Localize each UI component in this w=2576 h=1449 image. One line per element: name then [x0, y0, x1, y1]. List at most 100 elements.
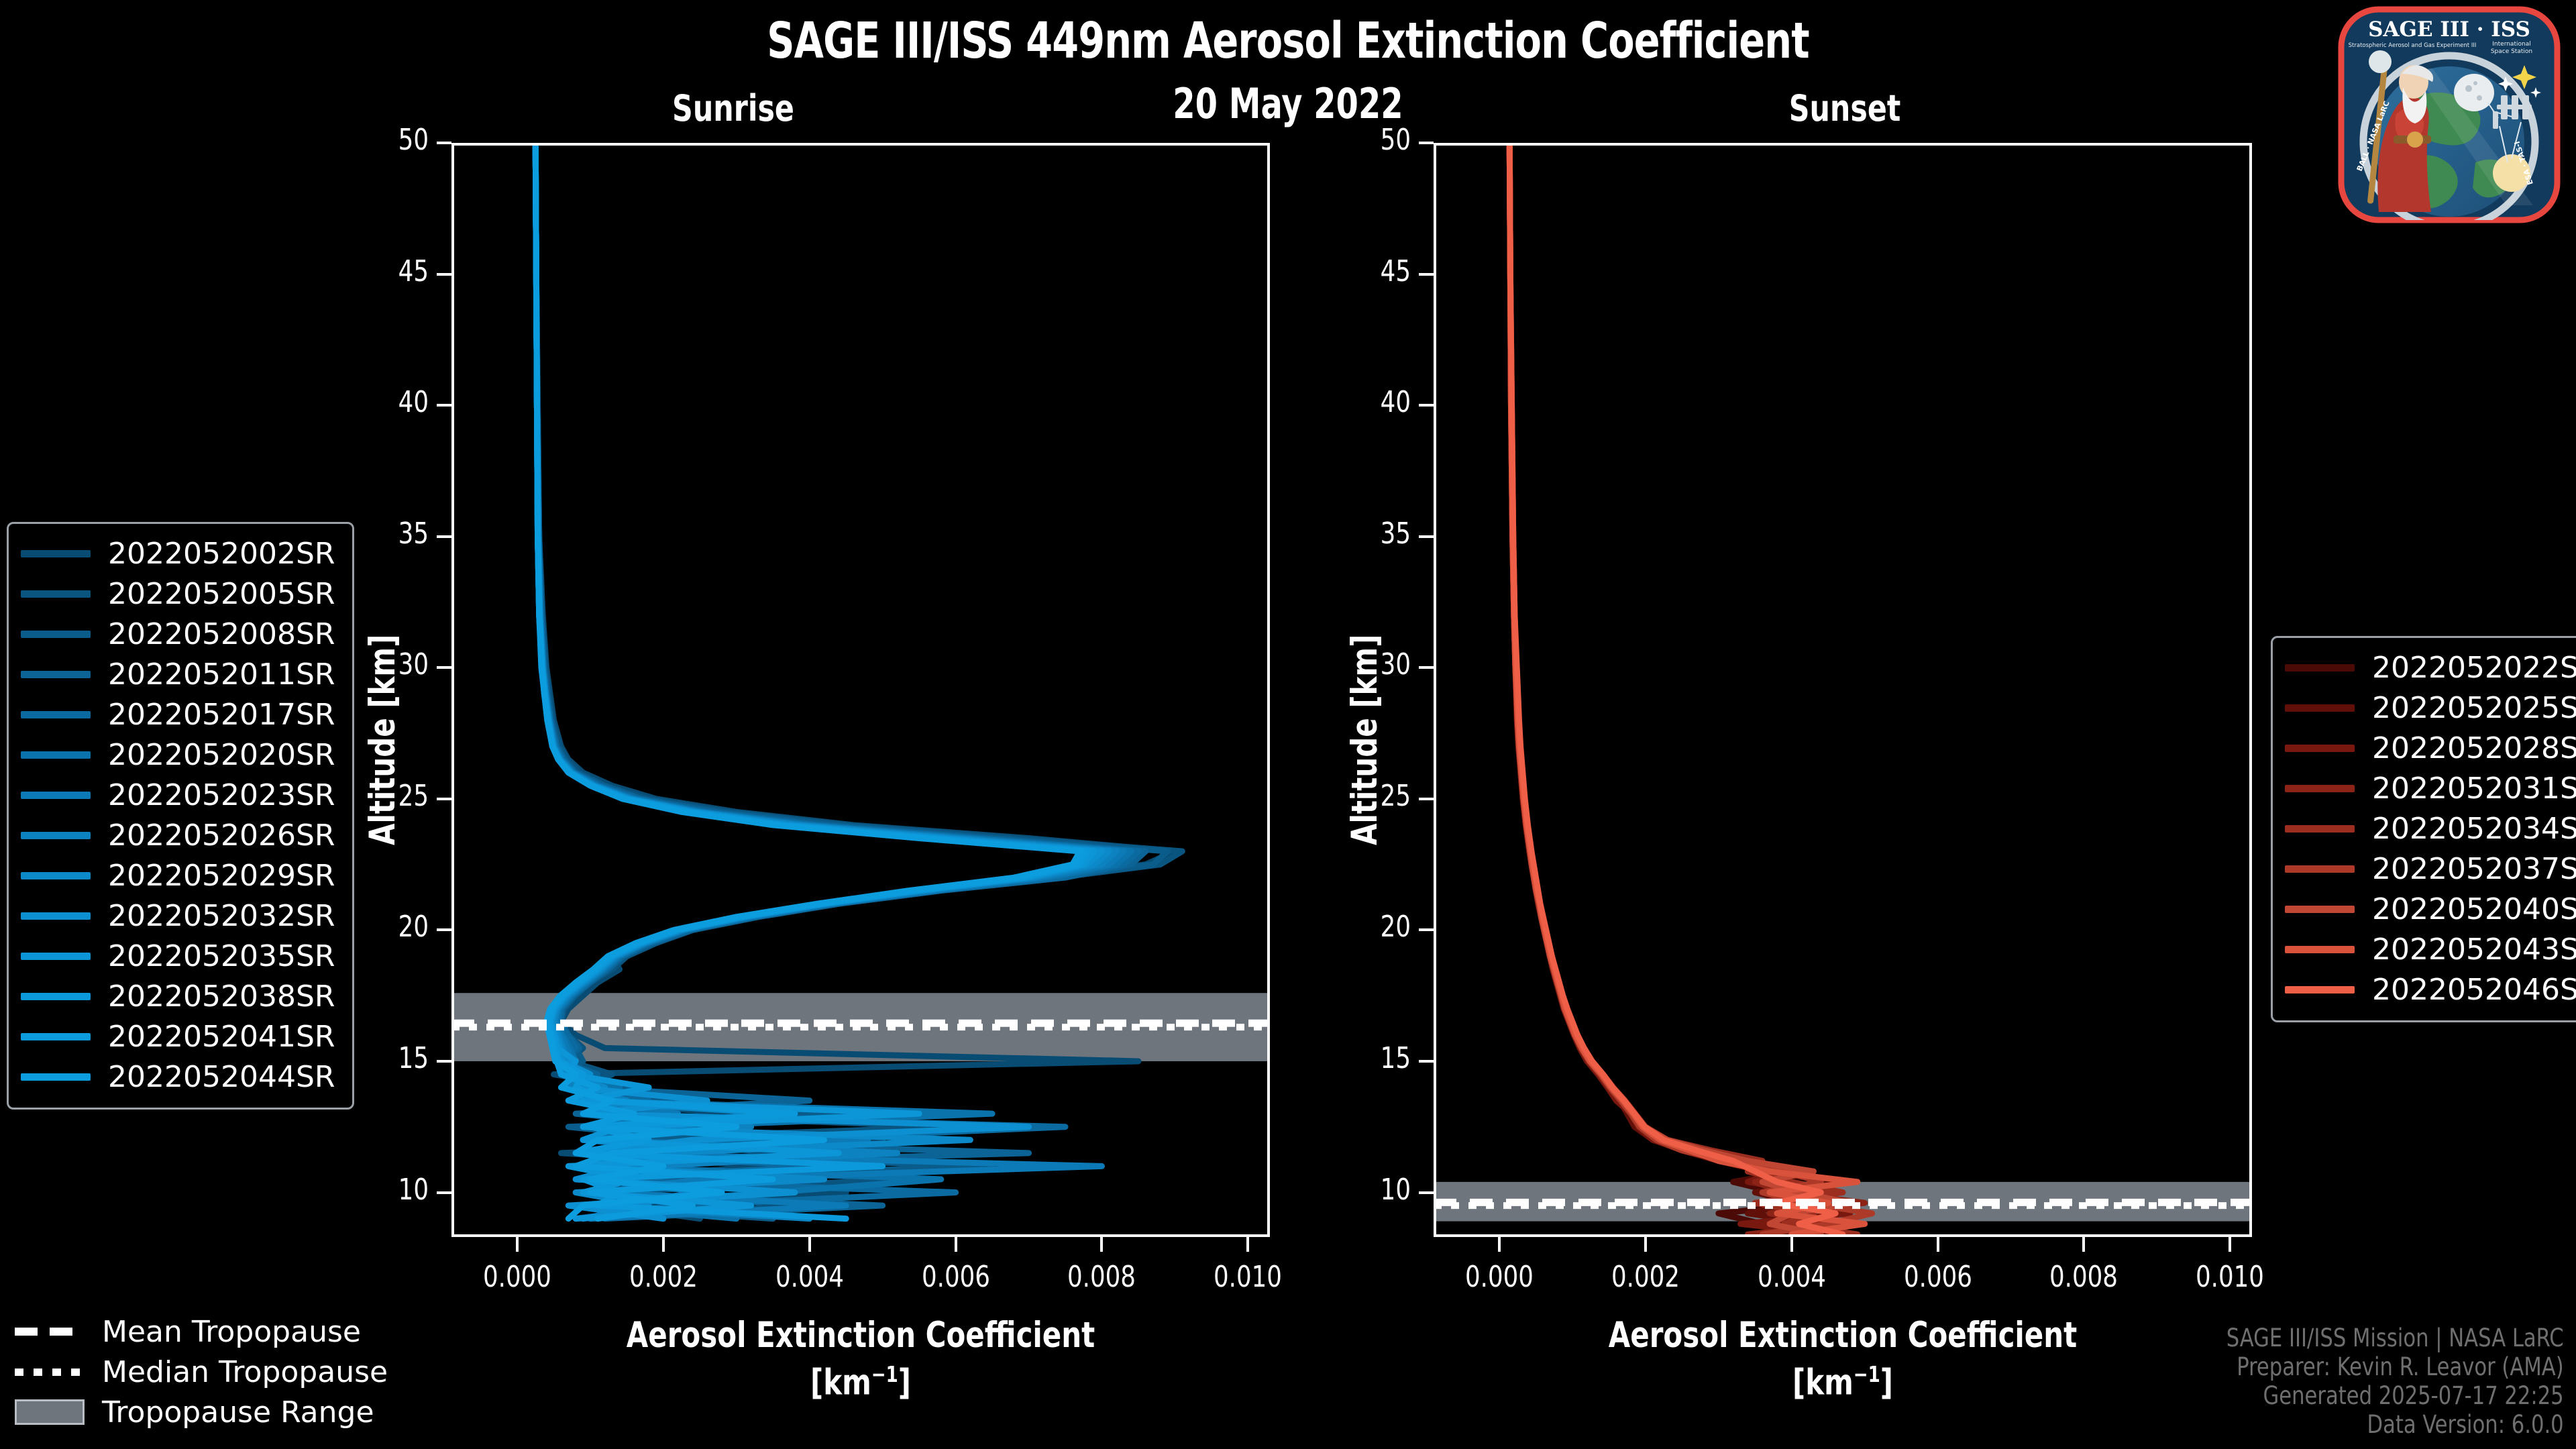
legend-color-swatch — [21, 992, 91, 1000]
y-tick-mark — [1419, 404, 1434, 407]
credits-generated: Generated 2025-07-17 22:25 — [2263, 1381, 2564, 1411]
legend-row-2022052031SS[interactable]: 2022052031SS — [2285, 768, 2576, 808]
legend-row-2022052041SR[interactable]: 2022052041SR — [21, 1016, 335, 1057]
legend-label-2022052044SR: 2022052044SR — [108, 1059, 335, 1094]
patch-sub-right-1: International — [2492, 41, 2530, 48]
legend-color-swatch — [21, 831, 91, 839]
legend-row-median-tropopause[interactable]: Median Tropopause — [15, 1352, 388, 1392]
y-tick-mark — [1419, 1191, 1434, 1194]
y-tick-mark — [437, 1059, 451, 1063]
x-axis-label-sunset: Aerosol Extinction Coefficient [km−1] — [1483, 1315, 2203, 1403]
x-tick-label-0.002: 0.002 — [1611, 1260, 1680, 1294]
x-tick-label-0.002: 0.002 — [629, 1260, 698, 1294]
legend-row-2022052022SS[interactable]: 2022052022SS — [2285, 647, 2576, 688]
x-tick-mark — [661, 1237, 665, 1252]
x-tick-label-0.004: 0.004 — [775, 1260, 844, 1294]
x-axis-label-sunrise-text: Aerosol Extinction Coefficient — [626, 1315, 1095, 1356]
legend-row-2022052040SS[interactable]: 2022052040SS — [2285, 889, 2576, 929]
legend-label-2022052008SR: 2022052008SR — [108, 616, 335, 651]
legend-label-2022052025SS: 2022052025SS — [2372, 690, 2576, 725]
legend-row-2022052034SS[interactable]: 2022052034SS — [2285, 808, 2576, 849]
x-axis-unit-sunset: [km−1] — [1792, 1361, 1893, 1403]
x-tick-label-0.008: 0.008 — [2049, 1260, 2118, 1294]
legend-sunrise-events[interactable]: 2022052002SR 2022052005SR 2022052008SR 2022… — [7, 522, 355, 1110]
x-tick-mark — [1498, 1237, 1501, 1252]
y-tick-mark — [1419, 666, 1434, 669]
legend-row-2022052017SR[interactable]: 2022052017SR — [21, 694, 335, 735]
legend-label-2022052029SR: 2022052029SR — [108, 858, 335, 893]
legend-row-2022052011SR[interactable]: 2022052011SR — [21, 654, 335, 694]
x-tick-label-0.010: 0.010 — [1214, 1260, 1283, 1294]
legend-row-2022052029SR[interactable]: 2022052029SR — [21, 855, 335, 896]
legend-color-swatch — [21, 791, 91, 799]
sunrise-profile-canvas — [451, 143, 1270, 1222]
legend-label-2022052023SR: 2022052023SR — [108, 777, 335, 812]
legend-row-2022052020SR[interactable]: 2022052020SR — [21, 735, 335, 775]
y-tick-mark — [1419, 797, 1434, 800]
y-tick-label-40: 40 — [398, 385, 429, 420]
y-tick-label-50: 50 — [398, 123, 429, 157]
legend-row-2022052023SR[interactable]: 2022052023SR — [21, 775, 335, 815]
legend-label-tropopause-range: Tropopause Range — [102, 1395, 374, 1430]
legend-row-2022052043SS[interactable]: 2022052043SS — [2285, 929, 2576, 969]
y-tick-mark — [437, 272, 451, 276]
legend-row-2022052028SS[interactable]: 2022052028SS — [2285, 728, 2576, 768]
legend-color-swatch — [2285, 905, 2355, 913]
y-tick-label-25: 25 — [1380, 778, 1411, 813]
y-tick-mark — [437, 797, 451, 800]
legend-row-2022052038SR[interactable]: 2022052038SR — [21, 976, 335, 1016]
legend-tropopause[interactable]: Mean Tropopause Median Tropopause Tropop… — [15, 1311, 388, 1432]
patch-top-text: SAGE III · ISS — [2368, 17, 2530, 42]
plot-frame-sunset — [1434, 143, 2252, 1237]
y-axis-label-sunset: Altitude [km] — [1344, 634, 1385, 845]
legend-row-2022052002SR[interactable]: 2022052002SR — [21, 533, 335, 574]
legend-label-2022052026SR: 2022052026SR — [108, 818, 335, 853]
legend-row-2022052008SR[interactable]: 2022052008SR — [21, 614, 335, 654]
x-tick-label-0.000: 0.000 — [483, 1260, 552, 1294]
y-tick-label-10: 10 — [398, 1172, 429, 1207]
sunset-profile-canvas — [1434, 143, 2252, 1237]
x-tick-mark — [516, 1237, 519, 1252]
x-tick-mark — [1644, 1237, 1647, 1252]
legend-row-2022052005SR[interactable]: 2022052005SR — [21, 574, 335, 614]
legend-row-2022052037SS[interactable]: 2022052037SS — [2285, 849, 2576, 889]
legend-row-tropopause-range[interactable]: Tropopause Range — [15, 1392, 388, 1432]
legend-color-swatch — [2285, 945, 2355, 953]
legend-row-2022052032SR[interactable]: 2022052032SR — [21, 896, 335, 936]
y-tick-label-30: 30 — [1380, 647, 1411, 682]
legend-row-2022052025SS[interactable]: 2022052025SS — [2285, 688, 2576, 728]
y-tick-mark — [437, 666, 451, 669]
legend-color-swatch — [21, 1073, 91, 1081]
legend-label-2022052037SS: 2022052037SS — [2372, 851, 2576, 886]
legend-row-mean-tropopause[interactable]: Mean Tropopause — [15, 1311, 388, 1352]
legend-row-2022052035SR[interactable]: 2022052035SR — [21, 936, 335, 976]
sage-iii-iss-mission-patch-logo: SAGE III · ISS Stratospheric Aerosol and… — [2332, 4, 2567, 225]
legend-row-2022052026SR[interactable]: 2022052026SR — [21, 815, 335, 855]
legend-row-2022052044SR[interactable]: 2022052044SR — [21, 1057, 335, 1097]
panel-header-sunrise: Sunrise — [672, 87, 794, 129]
legend-sunset-events[interactable]: 2022052022SS 2022052025SS 2022052028SS 2022… — [2271, 636, 2576, 1022]
x-axis-label-sunrise: Aerosol Extinction Coefficient [km−1] — [500, 1315, 1221, 1403]
x-tick-mark — [1246, 1237, 1250, 1252]
legend-label-2022052005SR: 2022052005SR — [108, 576, 335, 611]
plot-panel-sunset[interactable] — [1434, 143, 2252, 1237]
legend-label-2022052038SR: 2022052038SR — [108, 979, 335, 1014]
y-tick-mark — [437, 535, 451, 538]
legend-color-swatch — [21, 871, 91, 879]
legend-row-2022052046SS[interactable]: 2022052046SS — [2285, 969, 2576, 1010]
y-tick-mark — [437, 1191, 451, 1194]
legend-color-swatch — [2285, 663, 2355, 672]
plot-panel-sunrise[interactable] — [451, 143, 1270, 1237]
legend-color-swatch — [2285, 744, 2355, 752]
y-tick-label-30: 30 — [398, 647, 429, 682]
y-tick-label-45: 45 — [398, 254, 429, 288]
y-tick-mark — [437, 404, 451, 407]
legend-label-2022052017SR: 2022052017SR — [108, 697, 335, 732]
y-tick-mark — [1419, 928, 1434, 932]
page-subtitle-date: 20 May 2022 — [1173, 79, 1403, 128]
x-tick-mark — [2082, 1237, 2086, 1252]
legend-label-mean-tropopause: Mean Tropopause — [102, 1314, 361, 1349]
legend-color-swatch — [21, 590, 91, 598]
filled-band-icon — [15, 1399, 85, 1425]
y-tick-mark — [437, 142, 451, 144]
